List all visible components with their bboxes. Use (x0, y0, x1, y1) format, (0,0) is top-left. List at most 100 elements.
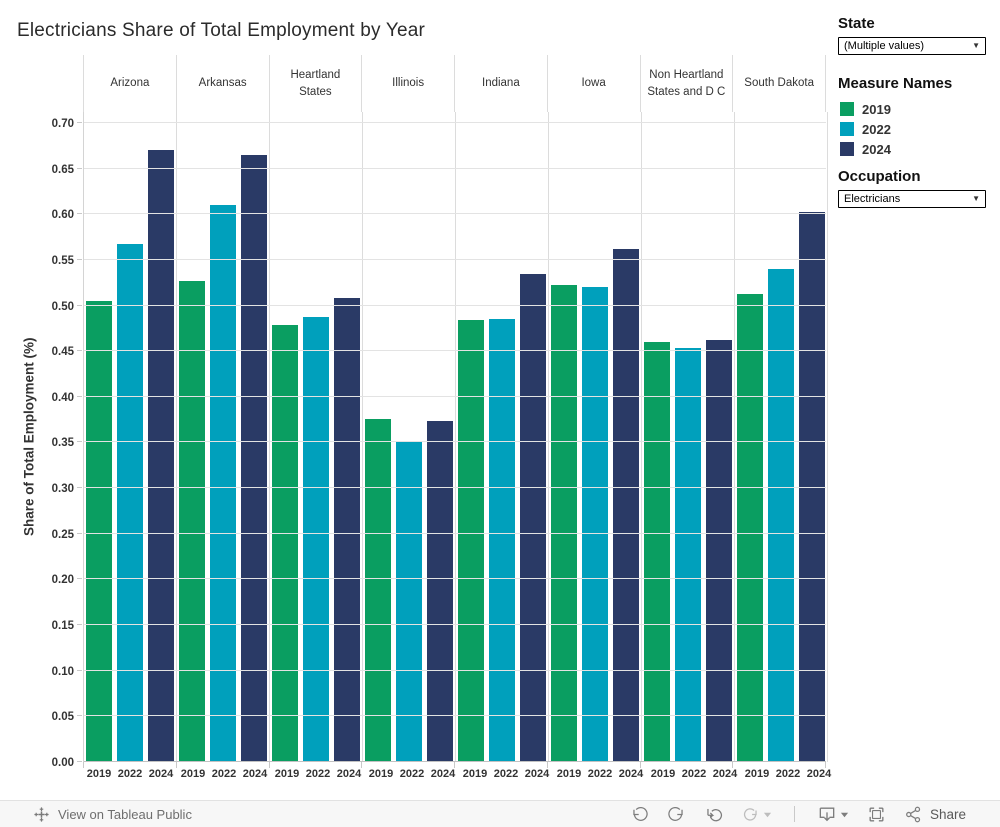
y-tick-label: 0.30 (51, 483, 74, 496)
legend-swatch (840, 102, 854, 116)
refresh-button[interactable] (739, 803, 774, 826)
x-label-group: 2019 2022 2024 (365, 768, 459, 780)
y-tick-mark (77, 350, 82, 352)
plot-area (83, 112, 828, 762)
gridline (84, 578, 826, 580)
column-header: Non Heartland States and D C (639, 55, 733, 112)
gridline (84, 715, 826, 717)
gridline (84, 213, 826, 215)
view-on-tableau-public-label: View on Tableau Public (58, 806, 192, 822)
y-axis: 0.00 0.05 0.10 0.15 0.20 0.25 0.30 0.35 0.40 0.45… (38, 112, 82, 769)
redo-icon (667, 805, 686, 824)
legend-item[interactable]: 2019 (840, 99, 891, 119)
bar[interactable] (365, 418, 391, 762)
y-tick-label: 0.05 (51, 711, 74, 724)
bar[interactable] (675, 348, 701, 762)
legend-item[interactable]: 2024 (840, 139, 891, 159)
bar[interactable] (210, 205, 236, 762)
chevron-down-icon (763, 810, 772, 819)
x-tick-label: 2019 (744, 768, 770, 780)
download-button[interactable] (815, 802, 851, 826)
bar[interactable] (427, 420, 453, 762)
legend-item[interactable]: 2022 (840, 119, 891, 139)
gridline (84, 350, 826, 352)
gridline (84, 761, 826, 762)
occupation-filter-dropdown[interactable]: Electricians ▼ (838, 190, 986, 208)
column-header: Indiana (454, 55, 547, 112)
column-header: Arkansas (175, 55, 269, 112)
bar[interactable] (86, 300, 112, 762)
x-tick-label: 2024 (712, 768, 738, 780)
bar[interactable] (334, 298, 360, 762)
bar[interactable] (737, 293, 763, 762)
share-icon (904, 805, 923, 824)
x-tick-label: 2022 (681, 768, 707, 780)
state-filter-dropdown[interactable]: (Multiple values) ▼ (838, 37, 986, 55)
x-tick-label: 2019 (368, 768, 394, 780)
y-tick-label: 0.20 (51, 574, 74, 587)
share-button-label: Share (929, 806, 966, 822)
undo-button[interactable] (628, 803, 651, 826)
legend-swatch (840, 122, 854, 136)
bar[interactable] (582, 287, 608, 762)
bar[interactable] (706, 340, 732, 762)
redo-button[interactable] (665, 803, 688, 826)
x-axis-ticks (83, 762, 826, 768)
bar[interactable] (396, 440, 422, 762)
column-header: Illinois (361, 55, 454, 112)
bar[interactable] (520, 273, 546, 762)
x-tick-mark (548, 762, 641, 768)
bar-groups (84, 112, 828, 762)
x-tick-label: 2024 (618, 768, 644, 780)
view-on-tableau-public[interactable]: View on Tableau Public (33, 806, 192, 823)
x-tick-label: 2022 (211, 768, 237, 780)
gridline (84, 395, 826, 397)
x-tick-label: 2022 (305, 768, 331, 780)
bar[interactable] (644, 342, 670, 762)
tableau-logo-icon (33, 806, 50, 823)
bar[interactable] (241, 154, 267, 762)
bar-group (363, 112, 456, 762)
column-header: Iowa (546, 55, 640, 112)
bar[interactable] (303, 317, 329, 762)
y-tick-mark (77, 395, 82, 397)
fullscreen-button[interactable] (865, 803, 888, 826)
bar[interactable] (768, 269, 794, 762)
legend-title: Measure Names (838, 75, 953, 92)
x-label-group: 2019 2022 2024 (647, 768, 741, 780)
bar-group (270, 112, 363, 762)
bar[interactable] (551, 285, 577, 762)
y-tick-label: 0.50 (51, 300, 74, 313)
y-tick-mark (77, 532, 82, 534)
gridline (84, 441, 826, 443)
x-tick-label: 2019 (462, 768, 488, 780)
y-tick-mark (77, 624, 82, 626)
legend-label: 2024 (862, 141, 891, 157)
bar[interactable] (613, 248, 639, 762)
y-tick-mark (77, 213, 82, 215)
y-tick-label: 0.60 (51, 209, 74, 222)
bar[interactable] (179, 280, 205, 762)
reset-button[interactable] (702, 803, 725, 826)
bar[interactable] (272, 324, 298, 762)
fullscreen-icon (867, 805, 886, 824)
y-tick-label: 0.25 (51, 528, 74, 541)
download-icon (817, 804, 837, 824)
x-tick-label: 2022 (775, 768, 801, 780)
bar-group (642, 112, 735, 762)
y-tick-mark (77, 258, 82, 260)
share-button[interactable]: Share (902, 803, 968, 826)
x-label-group: 2019 2022 2024 (271, 768, 365, 780)
x-tick-label: 2019 (86, 768, 112, 780)
y-tick-label: 0.15 (51, 620, 74, 633)
bar[interactable] (458, 320, 484, 762)
y-axis-title: Share of Total Employment (%) (21, 337, 37, 537)
x-tick-label: 2019 (650, 768, 676, 780)
bar[interactable] (489, 319, 515, 762)
y-tick-mark (77, 487, 82, 489)
x-tick-mark (733, 762, 826, 768)
bar[interactable] (117, 244, 143, 762)
bar[interactable] (148, 150, 174, 762)
bottom-toolbar: View on Tableau Public (0, 800, 1000, 827)
legend: 2019 2022 2024 (840, 99, 891, 159)
